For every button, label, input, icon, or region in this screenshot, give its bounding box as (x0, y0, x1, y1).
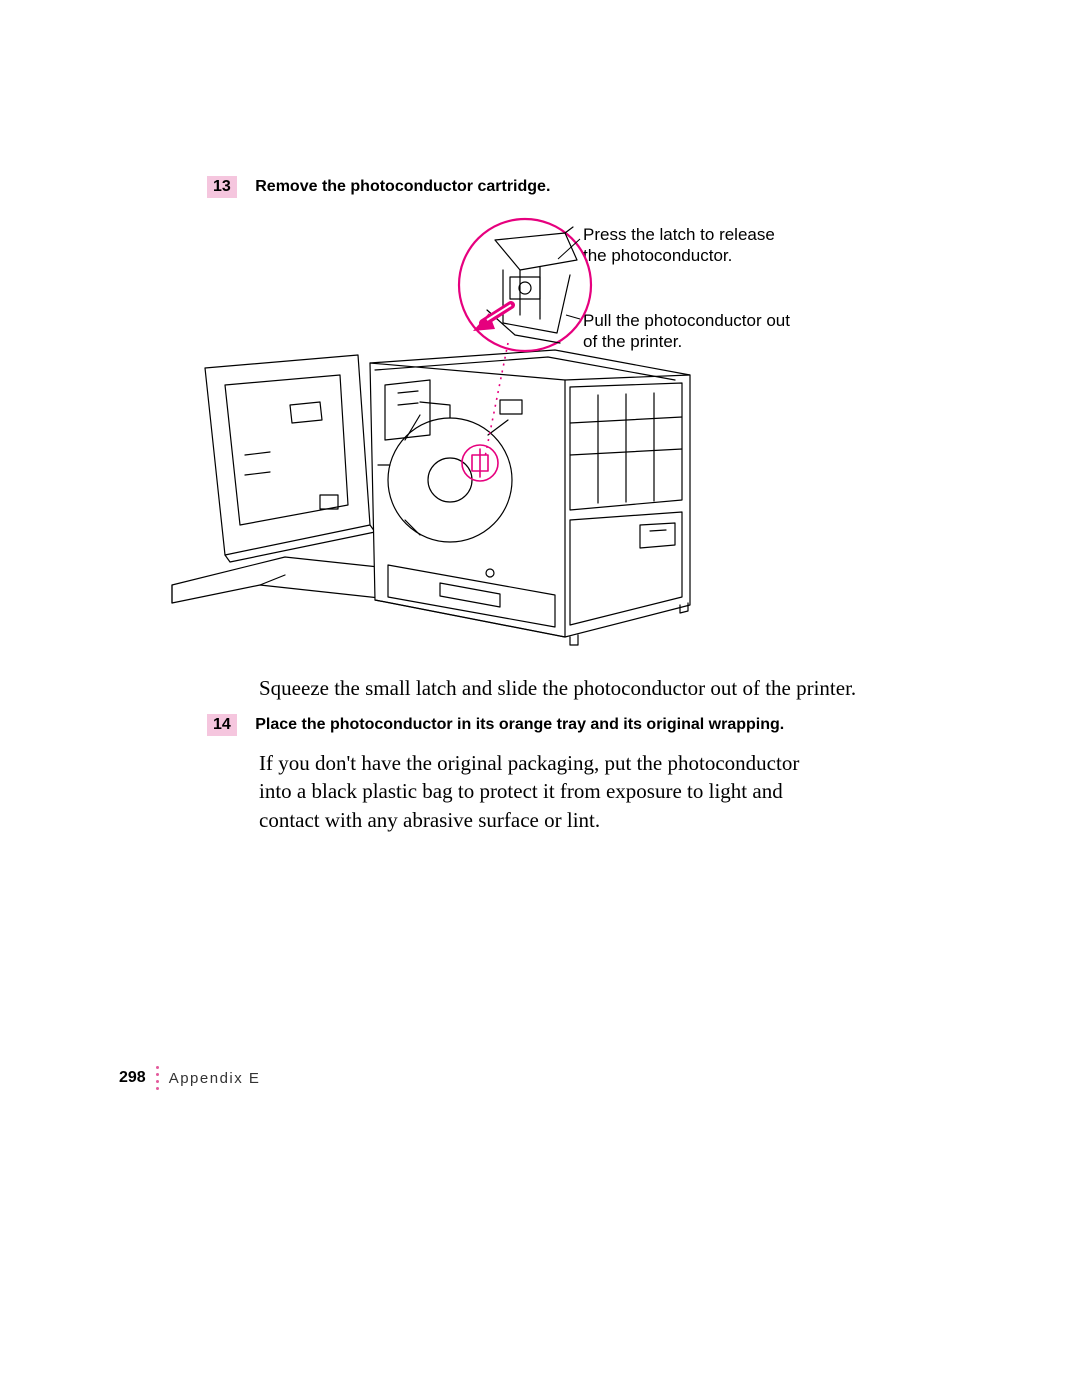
page-footer: 298 Appendix E (119, 1064, 260, 1092)
step-13-number: 13 (207, 176, 237, 198)
step-13-title: Remove the photoconductor cartridge. (255, 176, 550, 196)
printer-diagram (170, 205, 820, 665)
page-number: 298 (119, 1069, 146, 1087)
footer-section: Appendix E (169, 1070, 261, 1087)
step-14-number: 14 (207, 714, 237, 736)
step-14-title: Place the photoconductor in its orange t… (255, 714, 784, 734)
step-13-body: Squeeze the small latch and slide the ph… (259, 674, 859, 702)
printer-diagram-svg (170, 205, 820, 665)
footer-dots-icon (156, 1064, 159, 1092)
step-14-body: If you don't have the original packaging… (259, 749, 829, 834)
